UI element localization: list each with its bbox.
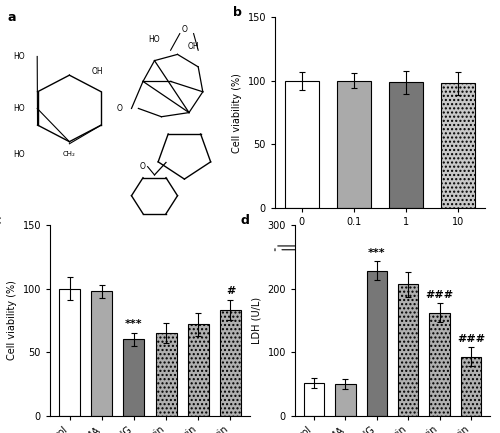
Text: HO: HO bbox=[13, 150, 24, 158]
Text: HO: HO bbox=[13, 104, 24, 113]
Bar bbox=[284, 81, 318, 208]
Text: c: c bbox=[0, 214, 2, 227]
Bar bbox=[156, 333, 176, 416]
Text: OH: OH bbox=[188, 42, 200, 51]
Y-axis label: Cell viability (%): Cell viability (%) bbox=[7, 281, 17, 360]
Text: O: O bbox=[182, 25, 188, 34]
Text: ***: *** bbox=[125, 319, 142, 330]
Bar bbox=[430, 313, 450, 416]
Bar bbox=[460, 357, 481, 416]
Y-axis label: LDH (U/L): LDH (U/L) bbox=[252, 297, 262, 344]
Bar bbox=[220, 310, 241, 416]
Bar bbox=[398, 284, 418, 416]
Text: ###: ### bbox=[457, 334, 485, 344]
Bar bbox=[124, 339, 144, 416]
Text: d: d bbox=[240, 214, 250, 227]
Bar bbox=[92, 291, 112, 416]
Text: O: O bbox=[140, 162, 146, 171]
Bar bbox=[442, 84, 476, 208]
Bar bbox=[366, 271, 387, 416]
Bar bbox=[304, 383, 324, 416]
Bar bbox=[337, 81, 371, 208]
Text: CH₂: CH₂ bbox=[63, 151, 76, 157]
Bar bbox=[59, 289, 80, 416]
Text: HO: HO bbox=[148, 36, 160, 44]
Text: HO: HO bbox=[13, 52, 24, 61]
Text: a: a bbox=[8, 11, 16, 24]
Bar bbox=[389, 82, 423, 208]
Text: Paeoniflorin (μM): Paeoniflorin (μM) bbox=[338, 259, 421, 269]
Y-axis label: Cell viability (%): Cell viability (%) bbox=[232, 73, 242, 152]
Text: ***: *** bbox=[368, 248, 386, 258]
Bar bbox=[335, 384, 355, 416]
Text: #: # bbox=[226, 286, 235, 296]
Text: ###: ### bbox=[426, 290, 454, 300]
Text: b: b bbox=[233, 6, 242, 19]
Text: O: O bbox=[117, 104, 123, 113]
Text: OH: OH bbox=[91, 67, 103, 75]
Bar bbox=[188, 324, 208, 416]
